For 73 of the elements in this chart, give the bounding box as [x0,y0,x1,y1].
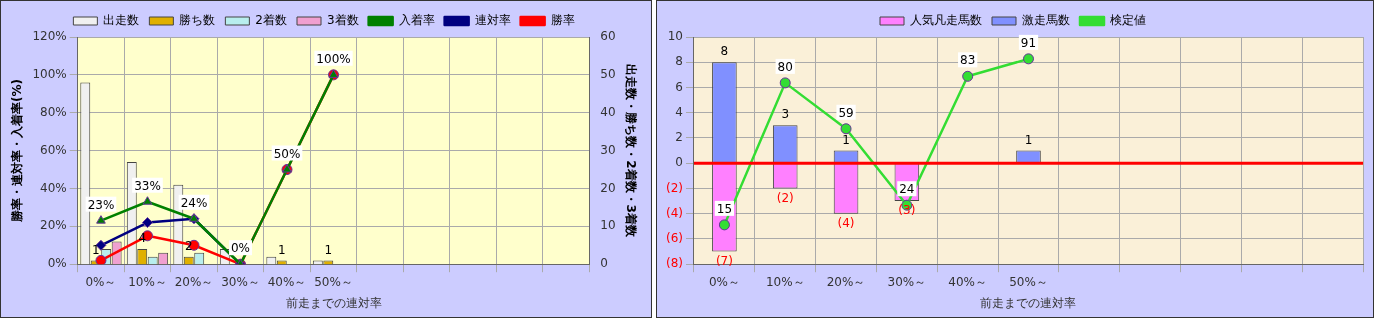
y-tick-label: 0% [47,256,67,271]
legend-label: 2着数 [255,13,288,28]
y-tick-label: 4 [675,104,683,119]
y2-tick-label: 60 [600,29,616,44]
data-label: 1 [842,132,850,147]
y2-tick-label: 50 [600,66,616,81]
y2-tick-label: 30 [600,142,616,157]
y2-tick-label: 20 [600,180,616,195]
data-label: 1 [91,242,100,257]
y2-tick-label: 10 [600,218,616,233]
data-label: 50% [273,146,301,161]
x-tick-label: 50%～ [314,274,353,289]
y-tick-label: (6) [666,231,683,246]
legend-label: 激走馬数 [1022,13,1070,28]
x-tick-label: 50%～ [1009,274,1048,289]
data-label: 8 [720,44,729,59]
y-tick-label: (8) [666,256,683,271]
y-tick-label: 40% [40,180,67,195]
y2-tick-label: 0 [600,256,608,271]
x-tick-label: 40%～ [267,274,307,289]
legend-label: 出走数 [103,13,140,28]
x-tick-label: 10%～ [765,274,805,289]
x-tick-label: 30%～ [887,274,927,289]
legend-label: 連対率 [474,13,511,28]
y-tick-label: (4) [666,205,683,220]
x-tick-label: 30%～ [221,274,260,289]
y-tick-label: 6 [675,79,683,94]
data-label: (4) [837,215,855,230]
data-label: 0% [230,241,251,256]
data-label: (7) [715,253,733,268]
data-label: (3) [898,203,916,218]
data-label: 83 [960,53,976,68]
data-label: 3 [781,107,790,122]
legend-label: 人気凡走馬数 [910,13,982,28]
x-tick-label: 40%～ [948,274,988,289]
y-tick-label: (2) [666,180,683,195]
x-axis-title: 前走までの連対率 [980,295,1077,310]
y-tick-label: 10 [667,29,683,44]
x-tick-label: 20%～ [826,274,866,289]
y-tick-label: 100% [32,66,67,81]
x-tick-label: 20%～ [174,274,214,289]
y-tick-label: 8 [675,54,683,69]
data-label: 91 [1020,35,1037,50]
data-label: (2) [776,190,794,205]
data-label: 15 [716,202,733,216]
data-label: 23% [87,197,115,212]
y-tick-label: 0 [675,155,683,170]
data-label: 59 [838,105,854,120]
legend-label: 検定値 [1110,13,1146,28]
y-axis-title: 勝率・連対率・入着率(%) [10,79,25,224]
data-label: 1 [277,242,286,257]
y-tick-label: 120% [32,29,67,44]
y-tick-label: 20% [40,218,67,233]
x-axis-title: 前走までの連対率 [285,295,382,310]
data-label: 24 [899,182,915,197]
x-tick-label: 10%～ [128,274,167,289]
data-label: 1 [324,242,333,257]
data-label: 24% [180,195,208,210]
data-label: 80 [777,60,793,74]
y-tick-label: 2 [675,130,683,145]
data-label: 33% [134,178,161,193]
legend-label: 3着数 [327,13,359,28]
y-tick-label: 80% [40,104,67,119]
legend-label: 勝ち数 [179,13,216,28]
x-tick-label: 0%～ [708,274,740,289]
y-tick-label: 60% [40,142,67,157]
legend-label: 勝率 [550,13,575,28]
x-tick-label: 0%～ [85,274,117,289]
data-label: 100% [316,51,351,66]
data-label: 1 [1024,132,1033,147]
y2-tick-label: 40 [600,104,616,119]
legend-label: 入着率 [398,13,435,28]
y2-axis-title: 出走数・勝ち数・2着数・3着数 [623,64,638,238]
